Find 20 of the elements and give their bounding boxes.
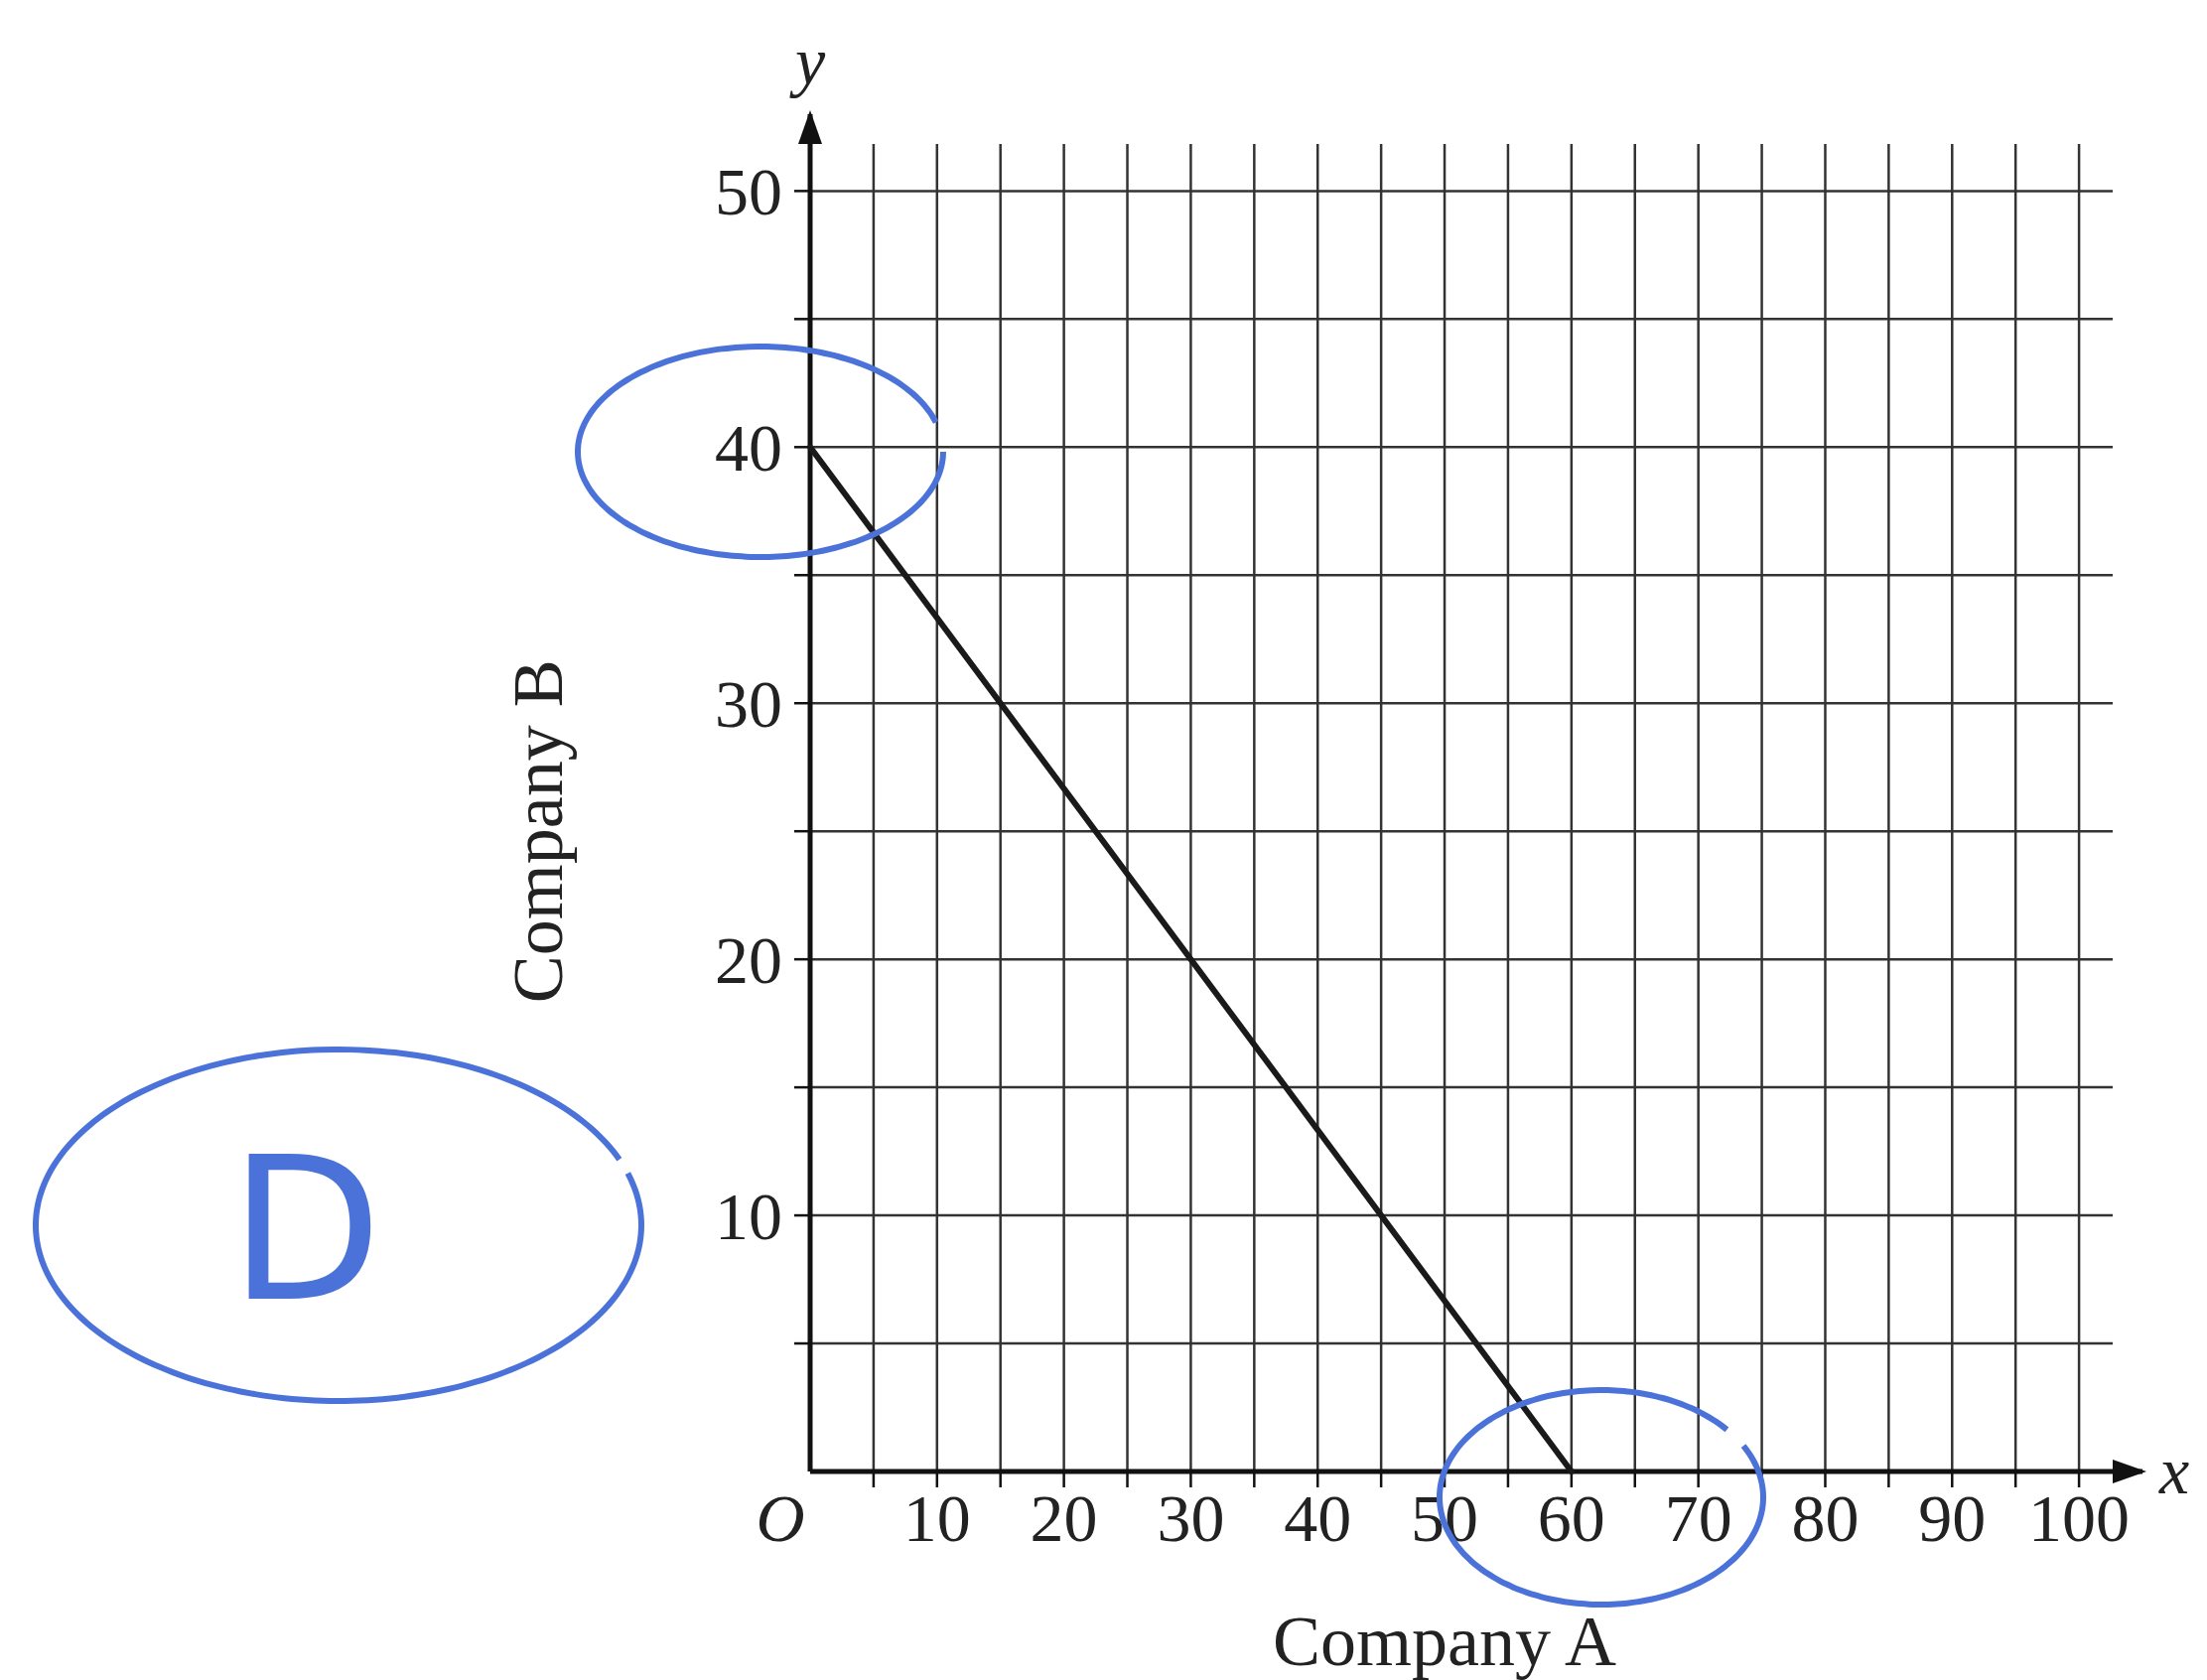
y-tick-label: 10 [715,1179,782,1255]
x-tick-label: 90 [1918,1480,1987,1556]
x-tick-label: 30 [1157,1480,1225,1556]
y-tick-label: 30 [715,666,782,743]
x-tick-label: 100 [2028,1480,2131,1556]
text: y [788,24,826,99]
text: x [2157,1433,2190,1508]
y-tick-label: 40 [715,410,782,487]
x-tick-label: 20 [1030,1480,1098,1556]
x-tick-label: 80 [1791,1480,1860,1556]
y-tick-label: 50 [715,154,782,230]
x-tick-label: 70 [1664,1480,1732,1556]
y-tick-label: 20 [715,922,782,999]
x-tick-label: 10 [902,1480,971,1556]
x-axis-title: Company A [1273,1602,1617,1680]
text: D [228,1114,383,1345]
x-tick-label: 60 [1537,1480,1605,1556]
y-axis-title: Company B [498,659,578,1004]
x-tick-label: 40 [1284,1480,1352,1556]
x-tick-label: O [756,1480,805,1556]
